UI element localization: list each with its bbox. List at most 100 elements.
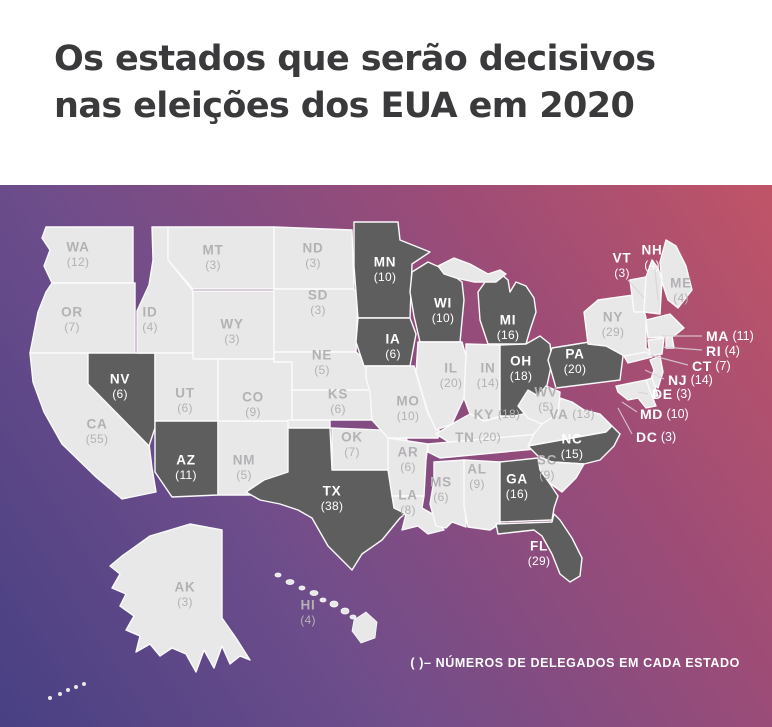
nj-label: NJ (14) (668, 372, 713, 388)
ms-label: (6) (433, 490, 449, 504)
nh-leader-line (654, 269, 659, 301)
ca-label: CA (86, 417, 107, 432)
state-hi-island (351, 611, 378, 644)
ma-label: MA (11) (706, 328, 754, 344)
ak-label: (3) (177, 595, 193, 609)
state-ga (499, 457, 559, 523)
long-island (623, 351, 653, 364)
mt-label: MT (202, 243, 223, 258)
state-ma (645, 313, 685, 339)
az-label: AZ (176, 453, 196, 468)
co-label: CO (242, 390, 264, 405)
us-map: WA(12)OR(7)CA(55)NV(6)ID(4)MT(3)WY(3)UT(… (29, 221, 754, 700)
legend-note: ( )– NÚMEROS DE DELEGADOS EM CADA ESTADO (410, 656, 740, 670)
ms-label: MS (430, 475, 452, 490)
al-label: AL (467, 462, 487, 477)
ut-label: UT (175, 386, 195, 401)
state-hi-island (340, 607, 350, 615)
al-label: (9) (469, 477, 485, 491)
wa-label: (12) (67, 255, 90, 269)
fl-label: FL (530, 539, 548, 554)
oh-label: OH (510, 354, 532, 369)
state-hi-island (309, 590, 319, 596)
state-ct (647, 337, 665, 357)
mn-label: (10) (374, 270, 397, 284)
ks-label: KS (328, 387, 348, 402)
aleutian-island (74, 685, 78, 689)
ok-label: OK (341, 430, 363, 445)
ia-label: (6) (385, 347, 401, 361)
fl-label: (29) (528, 554, 551, 568)
state-me (659, 239, 693, 309)
state-mt (167, 226, 275, 290)
ri-leader-line (662, 346, 703, 351)
map-panel: WA (12) OR (7) CA (55) NV (6) ID (4) MT (3) WY (3) UT(… (0, 185, 772, 727)
hi-label: HI (300, 598, 315, 613)
aleutian-island (82, 682, 86, 686)
ne-label: NE (312, 348, 332, 363)
az-label: (11) (175, 468, 197, 482)
nm-label: (5) (236, 468, 252, 482)
mi-label: (16) (497, 328, 520, 342)
nj-leader-line (644, 369, 665, 380)
sc-label: SC (537, 453, 557, 468)
state-hi-island (349, 614, 357, 620)
state-wa (41, 226, 134, 284)
dc-label: DC (3) (636, 429, 676, 445)
ia-label: IA (385, 332, 400, 347)
tx-label: TX (323, 484, 342, 499)
pa-label: (20) (564, 362, 587, 376)
mn-label: MN (374, 255, 397, 270)
mt-label: (3) (205, 258, 221, 272)
state-wi (409, 261, 465, 343)
ar-label: AR (397, 445, 418, 460)
md-label: MD (10) (640, 406, 689, 422)
title-line-1: Os estados que serão decisivos (54, 39, 656, 79)
oh-label: (18) (510, 369, 533, 383)
mi-label: MI (500, 313, 517, 328)
me-label: ME (670, 276, 692, 291)
va-label: VA (13) (549, 407, 595, 422)
id-label: (4) (142, 320, 158, 334)
state-hi-island (319, 597, 327, 603)
de-label: DE (3) (652, 386, 691, 402)
nd-label: (3) (305, 256, 321, 270)
aleutian-island (58, 692, 62, 696)
state-hi-island (285, 579, 295, 585)
ga-label: (16) (506, 487, 529, 501)
ne-label: (5) (314, 363, 330, 377)
ct-label: CT (7) (692, 358, 731, 374)
michigan-upper-peninsula (437, 257, 507, 283)
il-label: (20) (440, 376, 463, 390)
aleutian-island (66, 688, 70, 692)
wv-label: (5) (538, 400, 554, 414)
dc-leader-line (617, 407, 633, 435)
ca-label: (55) (86, 432, 109, 446)
ri-label: RI (4) (706, 343, 740, 359)
ga-label: GA (506, 472, 528, 487)
id-label: ID (142, 305, 157, 320)
wi-label: (10) (432, 311, 455, 325)
in-label: (14) (477, 376, 500, 390)
page-title: Os estados que serão decisivos nas eleiç… (54, 36, 734, 130)
state-hi-island (274, 572, 282, 578)
header: Os estados que serão decisivos nas eleiç… (0, 0, 772, 185)
wy-label: WY (220, 317, 243, 332)
ks-label: (6) (330, 402, 346, 416)
state-az (154, 420, 219, 498)
ar-label: (6) (400, 460, 416, 474)
la-label: (8) (400, 503, 416, 517)
state-wv (517, 385, 561, 425)
state-hi-island (298, 585, 306, 591)
tx-label: (38) (321, 499, 344, 513)
ak-label: AK (174, 580, 195, 595)
vt-label: (3) (614, 266, 630, 280)
state-ri (665, 335, 675, 349)
ny-label: NY (603, 310, 623, 325)
sd-label: SD (308, 288, 328, 303)
state-la (391, 495, 445, 535)
nv-label: NV (110, 372, 130, 387)
state-fl (495, 513, 583, 583)
or-label: OR (61, 305, 83, 320)
